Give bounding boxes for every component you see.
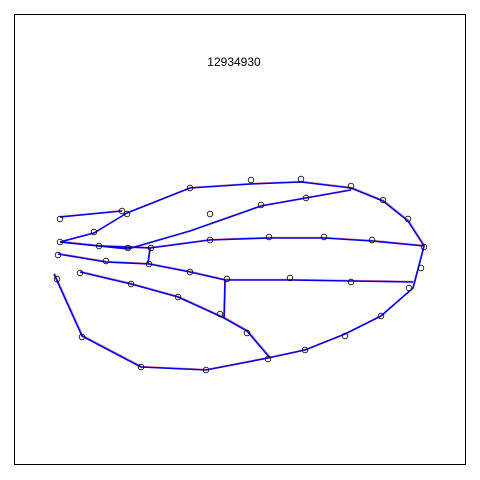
landmark-point-18 [78,333,86,341]
fitted-vein-7 [79,271,271,359]
landmark-point-1 [118,207,126,215]
raw-vein-layer [54,180,426,370]
landmark-point-24 [124,244,132,252]
landmark-point-37 [206,210,214,218]
landmark-point-35 [286,274,294,282]
landmark-point-39 [302,194,310,202]
fitted-vein-layer [53,181,425,371]
landmark-point-0 [56,215,64,223]
landmark-point-21 [90,228,98,236]
raw-vein-1 [54,180,426,370]
raw-vein-5 [58,252,414,282]
landmark-point-14 [301,346,309,354]
fitted-vein-5 [57,253,414,283]
landmark-point-17 [137,363,145,371]
fitted-vein-3 [59,237,425,249]
fitted-vein-6 [223,279,226,319]
landmark-point-12 [377,312,385,320]
landmark-point-28 [76,269,84,277]
landmark-layer [53,175,428,374]
landmark-point-4 [247,176,255,184]
landmark-point-34 [223,275,231,283]
landmark-point-7 [379,196,387,204]
landmark-point-43 [368,236,376,244]
landmark-point-8 [404,215,412,223]
fitted-vein-0 [59,210,123,218]
landmark-point-3 [186,184,194,192]
landmark-point-29 [127,280,135,288]
landmark-point-6 [347,182,355,190]
landmark-point-27 [102,257,110,265]
landmark-point-5 [297,175,305,183]
raw-vein-7 [80,270,272,358]
landmark-point-19 [53,275,61,283]
landmark-point-36 [347,278,355,286]
landmark-point-30 [174,293,182,301]
plot-title: 12934930 [207,55,261,69]
landmark-point-38 [257,201,265,209]
landmark-point-23 [95,242,103,250]
landmark-point-10 [417,264,425,272]
plot-frame: 12934930 [14,14,466,465]
landmark-point-32 [243,329,251,337]
landmark-point-13 [341,332,349,340]
landmark-point-31 [216,310,224,318]
landmark-point-9 [420,243,428,251]
landmark-point-11 [405,284,413,292]
landmark-point-26 [145,260,153,268]
landmark-point-40 [206,236,214,244]
landmark-point-22 [56,238,64,246]
landmark-point-33 [186,268,194,276]
landmark-point-2 [123,210,131,218]
fitted-vein-1 [53,181,425,371]
landmark-point-42 [320,233,328,241]
landmark-point-15 [264,355,272,363]
landmark-point-20 [54,251,62,259]
landmark-point-16 [202,366,210,374]
landmark-point-25 [147,244,155,252]
landmark-point-41 [265,233,273,241]
